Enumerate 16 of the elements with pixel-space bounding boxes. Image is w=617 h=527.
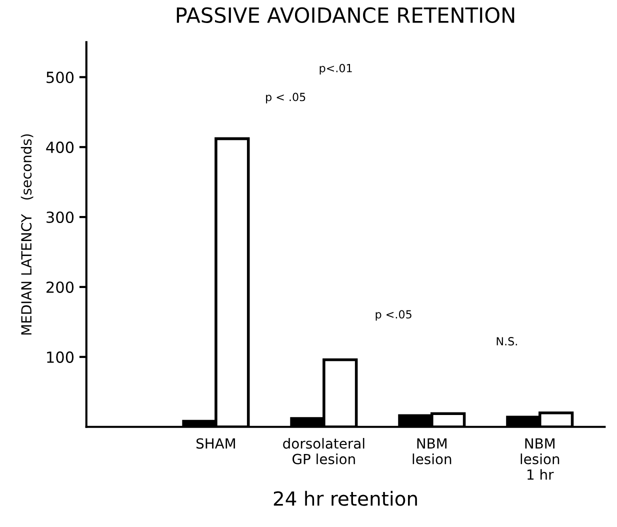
- y-tick-label: 100: [47, 351, 74, 363]
- y-axis-title: MEDIAN LATENCY (seconds): [20, 134, 34, 335]
- x-tick-label: NBM lesion: [412, 438, 452, 464]
- x-tick-label: SHAM: [196, 438, 235, 449]
- annotation: p <.05: [376, 310, 412, 321]
- x-tick-label: dorsolateral GP lesion: [283, 438, 364, 464]
- y-tick-label: 300: [46, 211, 74, 224]
- annotation: p < .05: [266, 92, 306, 104]
- y-tick-label: 400: [46, 142, 74, 154]
- y-tick-label: 500: [46, 72, 74, 84]
- x-tick-label: NBM lesion 1 hr: [520, 438, 560, 480]
- y-tick-label: 200: [46, 281, 74, 293]
- chart-title: PASSIVE AVOIDANCE RETENTION: [176, 7, 514, 24]
- annotation: p<.01: [320, 64, 352, 74]
- x-axis-title: 24 hr retention: [274, 490, 417, 506]
- annotation: N.S.: [496, 337, 517, 346]
